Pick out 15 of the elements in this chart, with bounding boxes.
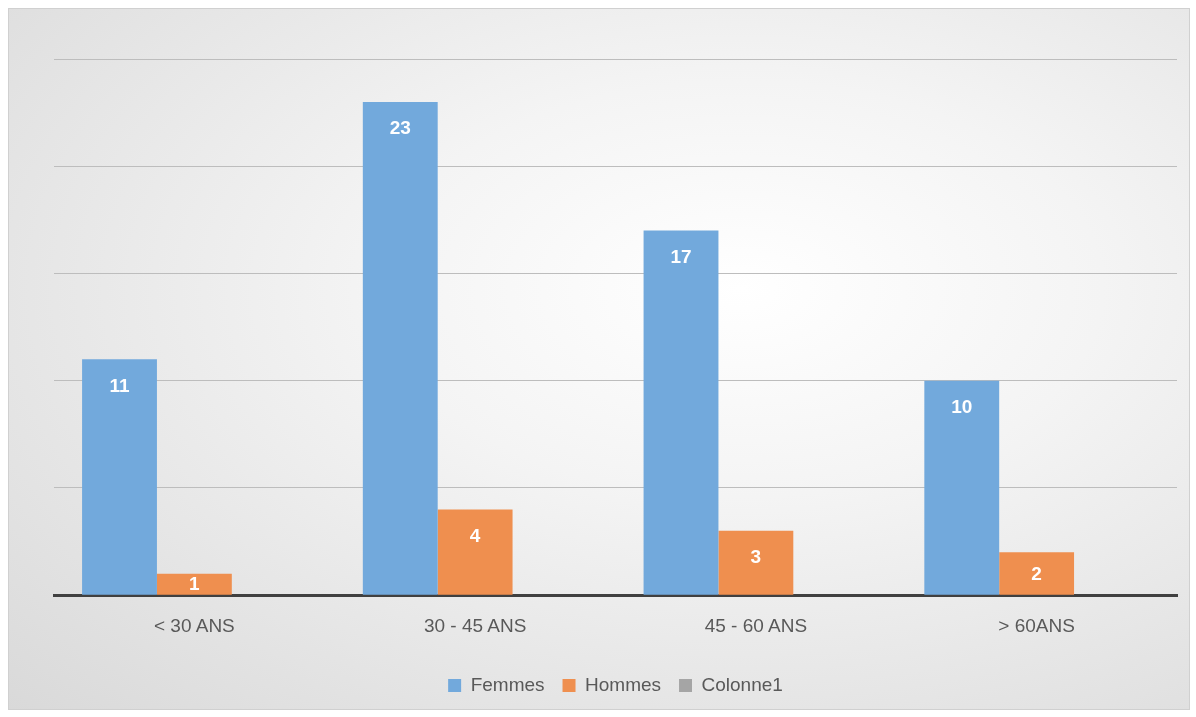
data-label: 17 <box>670 245 692 267</box>
x-tick-label: > 60ANS <box>998 614 1075 636</box>
x-tick-label: < 30 ANS <box>153 614 235 636</box>
data-label: 2 <box>1031 562 1042 584</box>
legend-label: Colonne1 <box>701 673 783 695</box>
data-label: 23 <box>389 117 411 139</box>
x-tick-label: 30 - 45 ANS <box>423 614 527 636</box>
data-label: 4 <box>469 524 481 546</box>
data-label: 11 <box>109 374 130 396</box>
data-label: 1 <box>189 573 201 595</box>
data-label: 10 <box>951 395 973 417</box>
legend-label: Femmes <box>470 673 545 695</box>
data-label: 3 <box>750 546 762 568</box>
legend-label: Hommes <box>585 673 662 695</box>
x-tick-label: 45 - 60 ANS <box>704 614 808 636</box>
